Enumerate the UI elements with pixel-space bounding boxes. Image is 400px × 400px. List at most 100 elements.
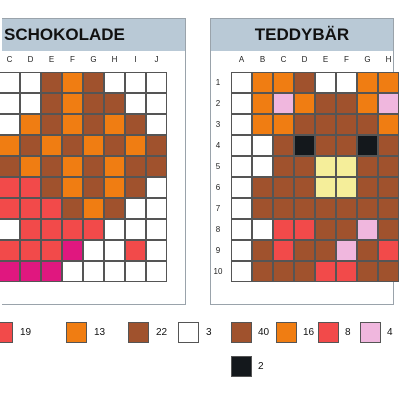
teddybaer-grid-cell[interactable] bbox=[294, 72, 315, 93]
schokolade-grid-cell[interactable] bbox=[62, 240, 83, 261]
teddybaer-grid-cell[interactable] bbox=[294, 114, 315, 135]
schokolade-grid-cell[interactable] bbox=[0, 177, 20, 198]
teddybaer-grid-cell[interactable] bbox=[357, 156, 378, 177]
teddybaer-grid-cell[interactable] bbox=[378, 114, 399, 135]
teddybaer-grid-cell[interactable] bbox=[273, 261, 294, 282]
teddybaer-grid-cell[interactable] bbox=[252, 93, 273, 114]
schokolade-grid-cell[interactable] bbox=[0, 198, 20, 219]
teddybaer-grid-cell[interactable] bbox=[231, 93, 252, 114]
teddybaer-grid-cell[interactable] bbox=[336, 114, 357, 135]
schokolade-grid-cell[interactable] bbox=[0, 219, 20, 240]
schokolade-grid-cell[interactable] bbox=[0, 156, 20, 177]
teddybaer-grid-cell[interactable] bbox=[336, 198, 357, 219]
schokolade-grid-cell[interactable] bbox=[125, 177, 146, 198]
teddybaer-grid-cell[interactable] bbox=[294, 156, 315, 177]
schokolade-grid-cell[interactable] bbox=[41, 156, 62, 177]
schokolade-grid-cell[interactable] bbox=[104, 261, 125, 282]
teddybaer-grid-cell[interactable] bbox=[252, 219, 273, 240]
teddybaer-grid-cell[interactable] bbox=[357, 72, 378, 93]
teddybaer-grid-cell[interactable] bbox=[273, 114, 294, 135]
schokolade-grid-cell[interactable] bbox=[83, 177, 104, 198]
teddybaer-grid-cell[interactable] bbox=[294, 240, 315, 261]
schokolade-grid-cell[interactable] bbox=[104, 219, 125, 240]
teddybaer-grid-cell[interactable] bbox=[315, 72, 336, 93]
teddybaer-grid-cell[interactable] bbox=[315, 177, 336, 198]
schokolade-grid-cell[interactable] bbox=[83, 114, 104, 135]
schokolade-grid-cell[interactable] bbox=[104, 240, 125, 261]
schokolade-grid-cell[interactable] bbox=[20, 156, 41, 177]
teddybaer-grid-cell[interactable] bbox=[273, 72, 294, 93]
schokolade-grid-cell[interactable] bbox=[146, 72, 167, 93]
teddybaer-grid-cell[interactable] bbox=[357, 177, 378, 198]
teddybaer-grid-cell[interactable] bbox=[252, 114, 273, 135]
schokolade-grid-cell[interactable] bbox=[104, 114, 125, 135]
schokolade-grid-cell[interactable] bbox=[20, 93, 41, 114]
teddybaer-grid-cell[interactable] bbox=[378, 219, 399, 240]
teddybaer-grid-cell[interactable] bbox=[294, 135, 315, 156]
teddybaer-grid-cell[interactable] bbox=[315, 135, 336, 156]
schokolade-grid-cell[interactable] bbox=[0, 72, 20, 93]
teddybaer-grid-cell[interactable] bbox=[273, 93, 294, 114]
schokolade-grid-cell[interactable] bbox=[146, 177, 167, 198]
teddybaer-grid-cell[interactable] bbox=[336, 261, 357, 282]
teddybaer-grid-cell[interactable] bbox=[273, 177, 294, 198]
schokolade-grid-cell[interactable] bbox=[0, 135, 20, 156]
teddybaer-grid-cell[interactable] bbox=[315, 114, 336, 135]
teddybaer-grid-cell[interactable] bbox=[357, 240, 378, 261]
teddybaer-grid-cell[interactable] bbox=[231, 261, 252, 282]
schokolade-grid-cell[interactable] bbox=[146, 240, 167, 261]
teddybaer-grid-cell[interactable] bbox=[252, 240, 273, 261]
schokolade-grid-cell[interactable] bbox=[20, 261, 41, 282]
teddybaer-grid-cell[interactable] bbox=[378, 198, 399, 219]
teddybaer-grid-cell[interactable] bbox=[252, 135, 273, 156]
teddybaer-grid-cell[interactable] bbox=[378, 135, 399, 156]
schokolade-grid-cell[interactable] bbox=[20, 198, 41, 219]
schokolade-grid-cell[interactable] bbox=[20, 114, 41, 135]
schokolade-grid-cell[interactable] bbox=[41, 93, 62, 114]
schokolade-grid-cell[interactable] bbox=[146, 156, 167, 177]
schokolade-grid-cell[interactable] bbox=[125, 261, 146, 282]
teddybaer-grid-cell[interactable] bbox=[336, 93, 357, 114]
schokolade-grid-cell[interactable] bbox=[83, 135, 104, 156]
teddybaer-grid-cell[interactable] bbox=[336, 72, 357, 93]
teddybaer-grid-cell[interactable] bbox=[231, 198, 252, 219]
schokolade-grid-cell[interactable] bbox=[83, 72, 104, 93]
teddybaer-grid-cell[interactable] bbox=[273, 240, 294, 261]
teddybaer-grid-cell[interactable] bbox=[378, 177, 399, 198]
teddybaer-grid-cell[interactable] bbox=[273, 135, 294, 156]
schokolade-grid-cell[interactable] bbox=[41, 135, 62, 156]
teddybaer-grid-cell[interactable] bbox=[315, 198, 336, 219]
schokolade-grid-cell[interactable] bbox=[83, 261, 104, 282]
teddybaer-grid-cell[interactable] bbox=[294, 261, 315, 282]
teddybaer-grid-cell[interactable] bbox=[231, 240, 252, 261]
teddybaer-grid-cell[interactable] bbox=[273, 156, 294, 177]
schokolade-grid-cell[interactable] bbox=[62, 198, 83, 219]
schokolade-grid-cell[interactable] bbox=[41, 240, 62, 261]
schokolade-grid-cell[interactable] bbox=[0, 114, 20, 135]
schokolade-grid-cell[interactable] bbox=[146, 261, 167, 282]
teddybaer-grid-cell[interactable] bbox=[252, 156, 273, 177]
teddybaer-grid-cell[interactable] bbox=[294, 177, 315, 198]
teddybaer-grid-cell[interactable] bbox=[378, 156, 399, 177]
teddybaer-grid-cell[interactable] bbox=[336, 156, 357, 177]
schokolade-grid-cell[interactable] bbox=[125, 135, 146, 156]
schokolade-grid-cell[interactable] bbox=[41, 114, 62, 135]
teddybaer-grid-cell[interactable] bbox=[357, 114, 378, 135]
schokolade-grid-cell[interactable] bbox=[125, 114, 146, 135]
schokolade-grid-cell[interactable] bbox=[41, 261, 62, 282]
teddybaer-grid-cell[interactable] bbox=[378, 93, 399, 114]
teddybaer-grid-cell[interactable] bbox=[315, 240, 336, 261]
schokolade-grid-cell[interactable] bbox=[62, 261, 83, 282]
teddybaer-grid-cell[interactable] bbox=[315, 156, 336, 177]
schokolade-grid-cell[interactable] bbox=[83, 156, 104, 177]
teddybaer-grid-cell[interactable] bbox=[231, 219, 252, 240]
teddybaer-grid-cell[interactable] bbox=[231, 177, 252, 198]
schokolade-grid-cell[interactable] bbox=[20, 219, 41, 240]
schokolade-grid-cell[interactable] bbox=[62, 135, 83, 156]
teddybaer-grid-cell[interactable] bbox=[336, 219, 357, 240]
schokolade-grid-cell[interactable] bbox=[0, 240, 20, 261]
teddybaer-grid-cell[interactable] bbox=[357, 93, 378, 114]
teddybaer-grid-cell[interactable] bbox=[252, 261, 273, 282]
schokolade-grid-cell[interactable] bbox=[20, 72, 41, 93]
schokolade-grid-cell[interactable] bbox=[41, 177, 62, 198]
